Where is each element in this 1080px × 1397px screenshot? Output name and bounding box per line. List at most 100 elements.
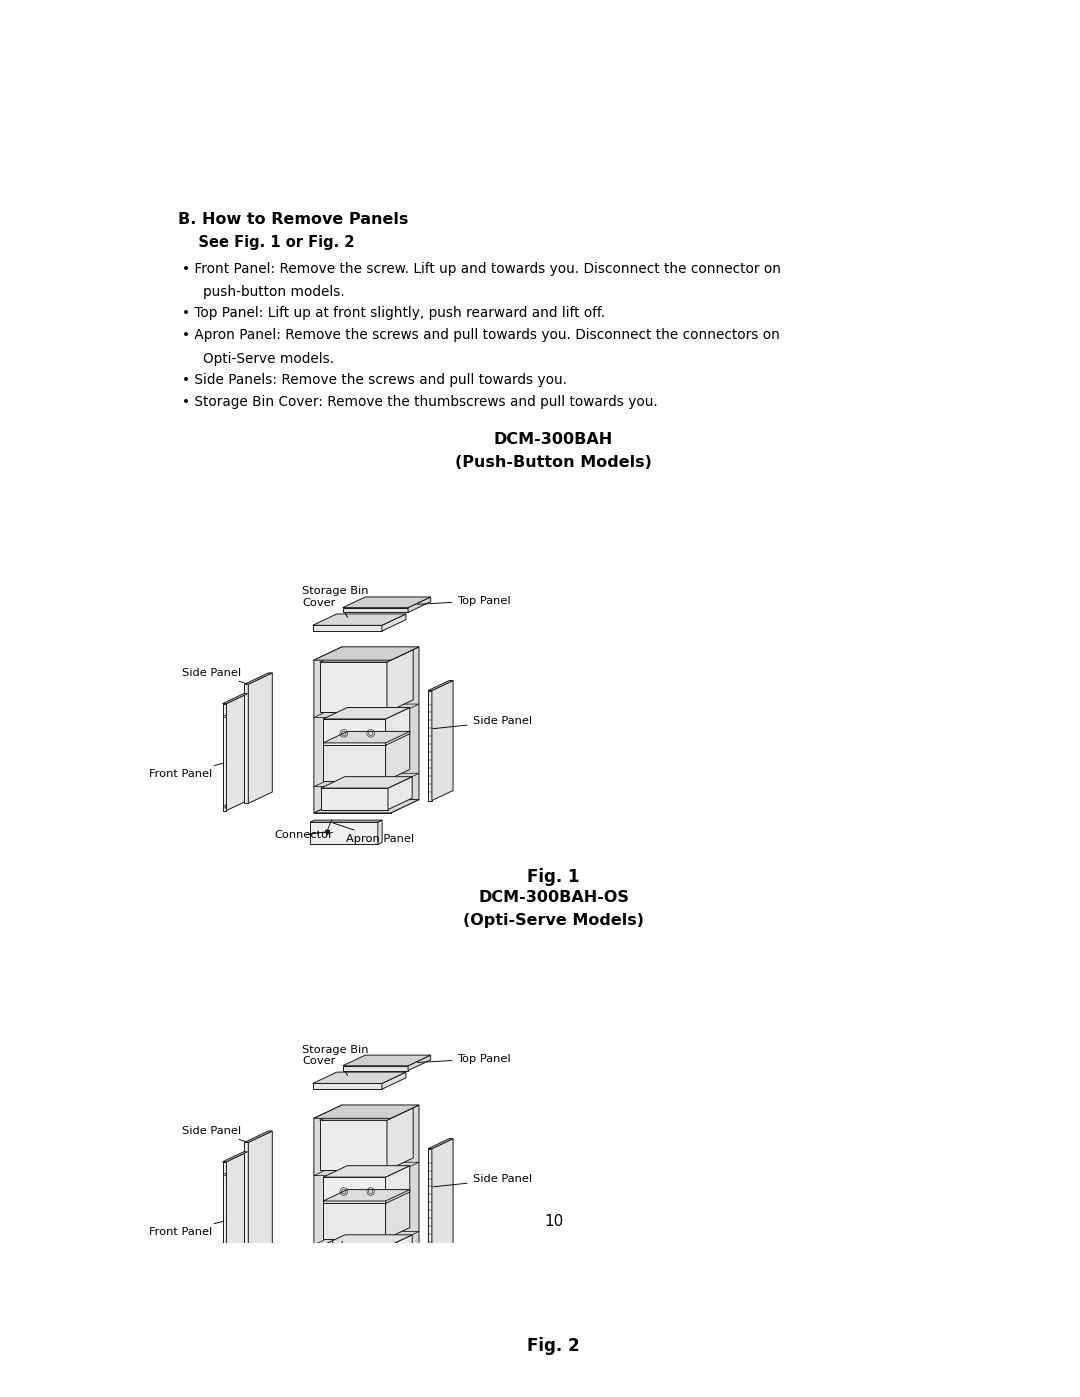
Polygon shape [320, 1108, 414, 1120]
Polygon shape [244, 1143, 248, 1261]
Polygon shape [244, 1132, 272, 1143]
Polygon shape [310, 821, 378, 844]
Text: • Apron Panel: Remove the screws and pull towards you. Disconnect the connectors: • Apron Panel: Remove the screws and pul… [181, 328, 780, 342]
Polygon shape [244, 685, 248, 803]
Text: DCM-300BAH: DCM-300BAH [494, 432, 613, 447]
Text: DCM-300BAH-OS: DCM-300BAH-OS [478, 890, 629, 905]
Polygon shape [321, 777, 413, 788]
Polygon shape [382, 613, 406, 631]
Polygon shape [382, 1071, 406, 1090]
Polygon shape [378, 820, 382, 844]
Text: Opti-Serve models.: Opti-Serve models. [203, 352, 335, 366]
Polygon shape [313, 1071, 406, 1084]
Text: Storage Bin
Cover: Storage Bin Cover [302, 587, 369, 617]
Polygon shape [314, 1105, 342, 1271]
Text: • Top Panel: Lift up at front slightly, push rearward and lift off.: • Top Panel: Lift up at front slightly, … [181, 306, 605, 320]
Text: B. How to Remove Panels: B. How to Remove Panels [177, 211, 408, 226]
Text: Fig. 2: Fig. 2 [527, 1337, 580, 1355]
Text: Fig. 1: Fig. 1 [527, 869, 580, 886]
Polygon shape [310, 1288, 382, 1289]
Polygon shape [323, 719, 386, 745]
Text: Side Panel: Side Panel [433, 717, 531, 729]
Polygon shape [342, 1066, 408, 1070]
Polygon shape [387, 650, 414, 712]
Polygon shape [386, 1165, 409, 1203]
Polygon shape [310, 1289, 378, 1315]
Polygon shape [314, 1119, 391, 1271]
Polygon shape [323, 1190, 409, 1201]
Polygon shape [314, 1105, 419, 1119]
Polygon shape [432, 680, 454, 800]
Text: Connector: Connector [274, 830, 333, 841]
Polygon shape [314, 774, 419, 787]
Text: • Side Panels: Remove the screws and pull towards you.: • Side Panels: Remove the screws and pul… [181, 373, 567, 387]
Polygon shape [227, 693, 247, 810]
Polygon shape [428, 1139, 454, 1148]
Polygon shape [314, 661, 391, 813]
Polygon shape [313, 626, 382, 631]
Polygon shape [388, 777, 413, 810]
Polygon shape [314, 1162, 419, 1176]
Text: push-button models.: push-button models. [203, 285, 345, 299]
Polygon shape [314, 799, 419, 813]
Polygon shape [222, 693, 247, 704]
Text: • Storage Bin Cover: Remove the thumbscrews and pull towards you.: • Storage Bin Cover: Remove the thumbscr… [181, 395, 658, 409]
Polygon shape [314, 647, 419, 661]
Polygon shape [342, 597, 431, 608]
Polygon shape [323, 1178, 386, 1203]
Polygon shape [386, 1190, 409, 1239]
Polygon shape [222, 1151, 247, 1162]
Polygon shape [432, 1139, 454, 1259]
Polygon shape [227, 1151, 247, 1268]
Polygon shape [313, 1084, 382, 1090]
Polygon shape [248, 1132, 272, 1261]
Text: Top Panel: Top Panel [418, 1053, 511, 1063]
Polygon shape [408, 597, 431, 612]
Polygon shape [428, 690, 432, 800]
Polygon shape [222, 704, 227, 810]
Polygon shape [313, 613, 406, 626]
Polygon shape [320, 1120, 387, 1171]
Polygon shape [320, 650, 414, 662]
Polygon shape [244, 673, 272, 685]
Polygon shape [323, 1165, 409, 1178]
Polygon shape [314, 647, 342, 813]
Polygon shape [323, 732, 409, 743]
Polygon shape [321, 1246, 388, 1267]
Polygon shape [314, 1232, 419, 1245]
Polygon shape [408, 1055, 431, 1070]
Polygon shape [386, 707, 409, 745]
Polygon shape [323, 1201, 386, 1239]
Polygon shape [387, 1108, 414, 1171]
Polygon shape [321, 788, 388, 810]
Text: (Opti-Serve Models): (Opti-Serve Models) [463, 914, 644, 928]
Text: Front Panel: Front Panel [149, 763, 224, 780]
Polygon shape [323, 743, 386, 781]
Polygon shape [320, 662, 387, 712]
Text: 10: 10 [544, 1214, 563, 1229]
Text: • Front Panel: Remove the screw. Lift up and towards you. Disconnect the connect: • Front Panel: Remove the screw. Lift up… [181, 261, 781, 275]
Polygon shape [391, 647, 419, 813]
Polygon shape [388, 1235, 413, 1267]
Text: Side Panel: Side Panel [183, 1126, 245, 1141]
Text: Top Panel: Top Panel [418, 595, 511, 605]
Polygon shape [428, 1148, 432, 1259]
Polygon shape [314, 1257, 419, 1271]
Text: Side Panel: Side Panel [433, 1175, 531, 1187]
Text: See Fig. 1 or Fig. 2: See Fig. 1 or Fig. 2 [177, 235, 354, 250]
Polygon shape [310, 820, 382, 821]
Text: (Push-Button Models): (Push-Button Models) [455, 455, 652, 469]
Polygon shape [428, 680, 454, 690]
Text: Side Panel: Side Panel [183, 668, 245, 683]
Polygon shape [386, 732, 409, 781]
Text: Apron Panel: Apron Panel [333, 823, 414, 844]
Polygon shape [391, 1105, 419, 1271]
Polygon shape [321, 1235, 413, 1246]
Text: Storage Bin
Cover: Storage Bin Cover [302, 1045, 369, 1076]
Polygon shape [342, 608, 408, 612]
Polygon shape [323, 707, 409, 719]
Polygon shape [222, 1162, 227, 1268]
Polygon shape [314, 704, 419, 718]
Polygon shape [248, 673, 272, 803]
Polygon shape [378, 1288, 382, 1315]
